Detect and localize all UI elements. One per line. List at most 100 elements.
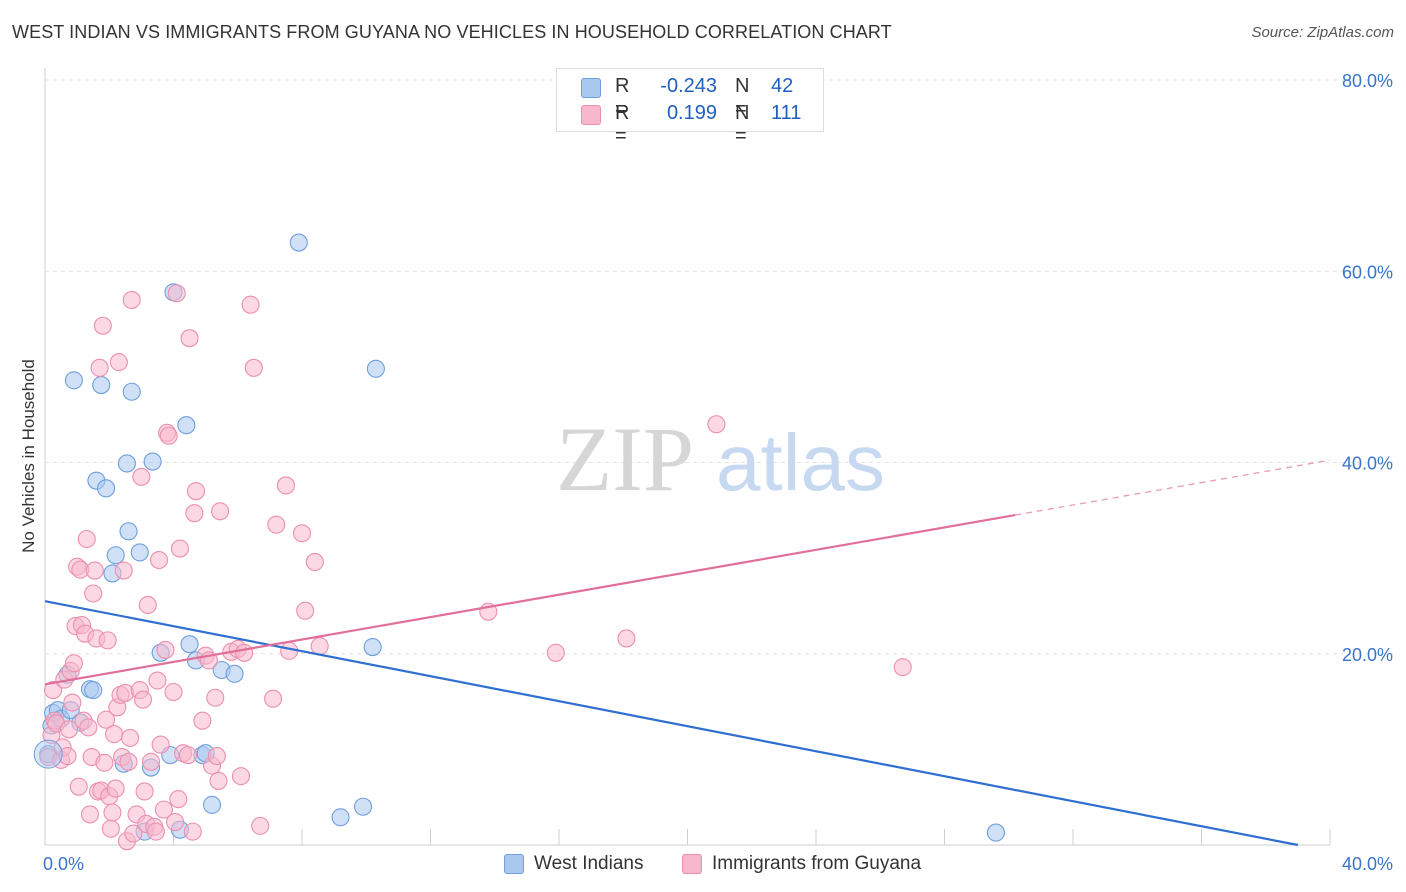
y-axis-label: No Vehicles in Household xyxy=(19,359,38,553)
guyana-point xyxy=(186,482,206,501)
guyana-trend-line xyxy=(44,514,1016,686)
guyana-point xyxy=(167,284,186,303)
x-tick-label: 0.0% xyxy=(43,854,84,874)
guyana-point xyxy=(141,752,161,771)
guyana-point xyxy=(103,803,122,822)
west-indians-point xyxy=(366,359,385,378)
source-label: Source: ZipAtlas.com xyxy=(1251,24,1394,41)
west-indians-point xyxy=(92,375,111,395)
guyana-point xyxy=(166,812,185,832)
west-indians-point xyxy=(353,797,373,816)
guyana-point xyxy=(135,782,154,801)
guyana-point xyxy=(124,824,143,843)
guyana-point xyxy=(185,504,204,523)
guyana-point xyxy=(149,550,169,570)
guyana-point xyxy=(193,711,212,730)
guyana-point xyxy=(109,353,128,372)
west-indians-point xyxy=(289,233,308,252)
guyana-point xyxy=(122,290,141,309)
guyana-point xyxy=(151,735,170,754)
west-indians-point xyxy=(143,452,162,471)
n-value: 111 xyxy=(771,102,802,124)
y-tick-label: 40.0% xyxy=(1342,454,1393,474)
n-label: N = xyxy=(735,75,750,120)
guyana-point xyxy=(105,725,124,744)
guyana-point xyxy=(121,728,140,747)
west-indians-point xyxy=(122,382,141,401)
guyana-point xyxy=(58,747,77,766)
guyana-point xyxy=(707,415,726,434)
west-indians-point xyxy=(33,739,63,769)
chart-title: WEST INDIAN VS IMMIGRANTS FROM GUYANA NO… xyxy=(12,22,892,42)
x-tick-label: 40.0% xyxy=(1342,854,1393,874)
n-value: 42 xyxy=(771,75,794,97)
west-indians-point xyxy=(180,635,199,654)
guyana-trend-extension xyxy=(1015,459,1331,516)
guyana-point xyxy=(79,718,98,737)
guyana-point xyxy=(133,690,153,709)
guyana-point xyxy=(244,358,263,377)
guyana-point xyxy=(90,358,109,377)
guyana-point xyxy=(546,643,565,662)
series-legend: West Indians Immigrants from Guyana xyxy=(0,852,1406,878)
trend-lines xyxy=(44,459,1331,847)
guyana-point xyxy=(264,689,283,708)
guyana-point xyxy=(207,747,226,766)
guyana-point xyxy=(235,643,254,662)
guyana-point xyxy=(310,637,329,656)
guyana-point xyxy=(114,561,133,580)
guyana-point xyxy=(211,502,230,521)
west-indians-point xyxy=(117,454,136,473)
guyana-point xyxy=(292,524,312,543)
guyana-point xyxy=(170,539,189,558)
guyana-point xyxy=(305,552,324,572)
guyana-point xyxy=(148,671,167,690)
guyana-point xyxy=(60,720,79,739)
guyana-point xyxy=(95,753,114,772)
watermark-atlas: atlas xyxy=(716,418,885,507)
legend-swatch-blue xyxy=(581,78,601,98)
guyana-point xyxy=(156,640,175,659)
grid xyxy=(45,79,1393,655)
west-indians-point xyxy=(130,543,149,562)
guyana-point xyxy=(77,529,96,549)
guyana-point xyxy=(159,426,178,445)
y-tick-label: 20.0% xyxy=(1342,645,1393,665)
west-indians-point xyxy=(106,546,125,565)
r-value: -0.243 xyxy=(660,75,717,97)
guyana-point xyxy=(209,771,228,790)
points-layer xyxy=(33,233,1005,851)
guyana-point xyxy=(69,777,88,796)
guyana-point xyxy=(96,710,116,729)
r-value: 0.199 xyxy=(666,102,717,124)
west-indians-trend-line xyxy=(44,600,1299,847)
guyana-point xyxy=(132,467,151,486)
west-indians-point xyxy=(177,416,196,435)
guyana-point xyxy=(231,767,251,786)
r-label: R = xyxy=(615,102,630,147)
r-label: R = xyxy=(615,75,630,120)
legend-swatch-blue xyxy=(504,854,524,874)
guyana-point xyxy=(98,631,117,650)
guyana-point xyxy=(101,819,120,838)
west-indians-point xyxy=(96,479,116,498)
guyana-point xyxy=(178,746,198,765)
west-indians-point xyxy=(84,681,103,700)
guyana-point xyxy=(119,752,138,771)
legend-label: Immigrants from Guyana xyxy=(712,853,922,874)
guyana-point xyxy=(164,682,183,702)
legend-swatch-pink xyxy=(682,854,702,874)
guyana-point xyxy=(154,800,173,819)
guyana-point xyxy=(106,779,125,798)
guyana-point xyxy=(64,654,83,673)
west-indians-point xyxy=(225,664,244,683)
guyana-point xyxy=(43,681,63,700)
stats-legend: R = -0.243 N = 42 R = 0.199 N = 111 xyxy=(556,68,824,147)
guyana-point xyxy=(138,595,157,615)
guyana-point xyxy=(241,295,260,314)
y-tick-label: 60.0% xyxy=(1342,262,1393,282)
watermark-zip: ZIP xyxy=(556,408,694,510)
west-indians-point xyxy=(331,808,350,827)
guyana-point xyxy=(93,316,112,335)
